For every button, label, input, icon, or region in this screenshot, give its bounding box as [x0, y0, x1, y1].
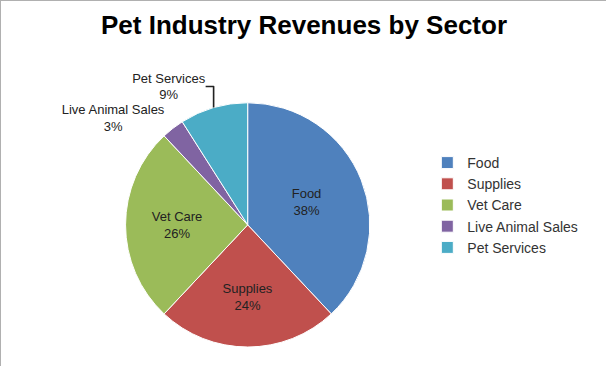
svg-text:Pet Services9%: Pet Services9% — [132, 71, 205, 103]
svg-text:Vet Care26%: Vet Care26% — [152, 209, 203, 241]
svg-text:Food38%: Food38% — [292, 186, 322, 218]
svg-text:Pet Industry Revenues by Secto: Pet Industry Revenues by Sector — [101, 10, 507, 40]
svg-text:Live Animal Sales3%: Live Animal Sales3% — [62, 102, 165, 134]
svg-text:Live Animal Sales: Live Animal Sales — [467, 219, 578, 235]
svg-text:Supplies24%: Supplies24% — [222, 281, 272, 313]
svg-text:Pet Services: Pet Services — [467, 240, 546, 256]
svg-text:Supplies: Supplies — [467, 176, 521, 192]
svg-text:Vet Care: Vet Care — [467, 197, 522, 213]
svg-text:Food: Food — [467, 155, 499, 171]
